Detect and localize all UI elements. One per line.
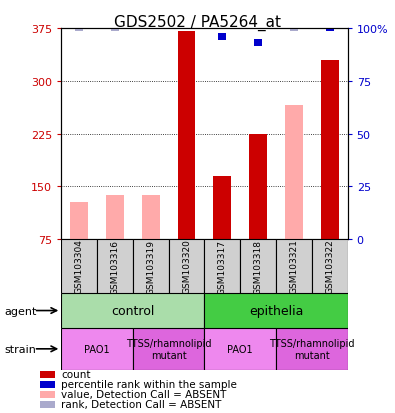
Text: TTSS/rhamnolipid
mutant: TTSS/rhamnolipid mutant: [126, 338, 211, 360]
Text: value, Detection Call = ABSENT: value, Detection Call = ABSENT: [61, 389, 227, 399]
Text: GSM103319: GSM103319: [146, 239, 155, 294]
Bar: [325, 26, 334, 33]
Bar: [106, 195, 124, 240]
Bar: [205, 240, 240, 293]
Text: PAO1: PAO1: [84, 344, 110, 354]
Bar: [276, 328, 348, 370]
Bar: [178, 33, 196, 240]
Text: GDS2502 / PA5264_at: GDS2502 / PA5264_at: [114, 14, 281, 31]
Text: count: count: [61, 370, 91, 380]
Text: TTSS/rhamnolipid
mutant: TTSS/rhamnolipid mutant: [269, 338, 355, 360]
Text: GSM103320: GSM103320: [182, 239, 191, 294]
Bar: [312, 240, 348, 293]
Bar: [169, 240, 205, 293]
Bar: [254, 40, 262, 47]
Bar: [133, 240, 169, 293]
Text: PAO1: PAO1: [228, 344, 253, 354]
Bar: [276, 240, 312, 293]
Text: rank, Detection Call = ABSENT: rank, Detection Call = ABSENT: [61, 399, 222, 409]
Bar: [61, 293, 205, 328]
Bar: [218, 34, 226, 41]
Text: GSM103304: GSM103304: [75, 239, 84, 294]
Text: GSM103318: GSM103318: [254, 239, 263, 294]
Bar: [111, 26, 119, 33]
Text: GSM103321: GSM103321: [290, 239, 298, 294]
Bar: [97, 240, 133, 293]
Bar: [249, 134, 267, 240]
Text: control: control: [111, 304, 154, 317]
Bar: [205, 328, 276, 370]
Bar: [240, 240, 276, 293]
Bar: [147, 15, 155, 22]
Bar: [321, 61, 339, 240]
Text: strain: strain: [4, 344, 36, 354]
Bar: [70, 202, 88, 240]
Text: agent: agent: [4, 306, 36, 316]
Bar: [285, 106, 303, 240]
Text: GSM103317: GSM103317: [218, 239, 227, 294]
Bar: [142, 195, 160, 240]
Text: GSM103316: GSM103316: [111, 239, 119, 294]
Bar: [290, 26, 298, 33]
Bar: [61, 240, 97, 293]
Text: epithelia: epithelia: [249, 304, 303, 317]
Text: GSM103322: GSM103322: [325, 239, 334, 294]
Text: percentile rank within the sample: percentile rank within the sample: [61, 380, 237, 389]
Bar: [61, 328, 133, 370]
Bar: [133, 328, 205, 370]
Bar: [75, 26, 83, 33]
Bar: [213, 176, 231, 240]
Bar: [205, 293, 348, 328]
